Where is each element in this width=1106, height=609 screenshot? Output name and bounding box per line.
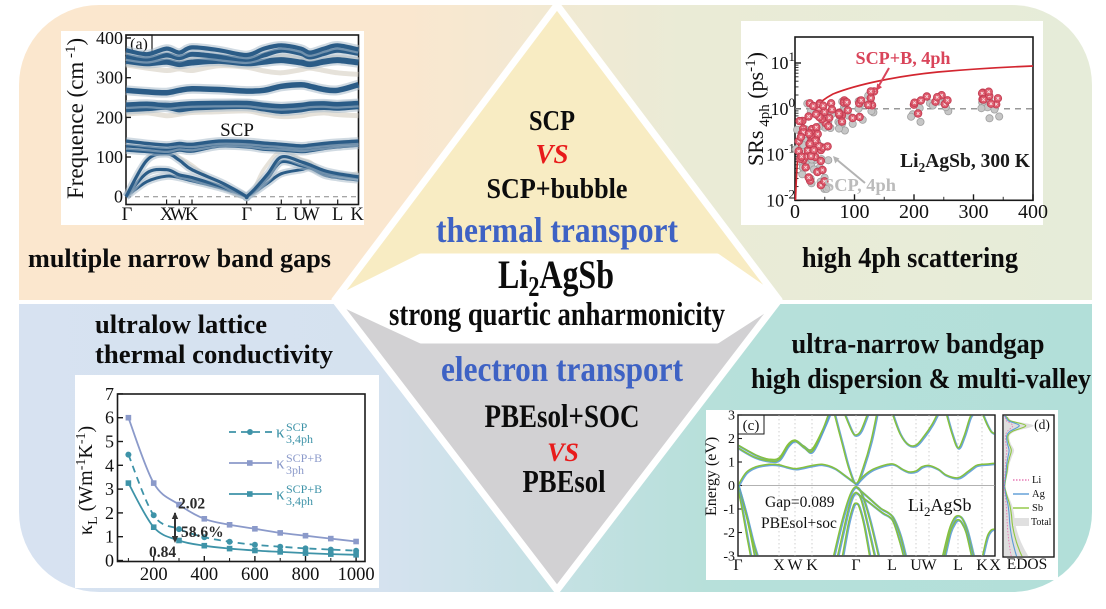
svg-text:800: 800: [292, 565, 320, 585]
svg-text:PBEsol+soc: PBEsol+soc: [761, 515, 837, 532]
svg-text:SCP: SCP: [529, 105, 575, 137]
svg-text:100: 100: [96, 147, 123, 167]
svg-text:400: 400: [1018, 201, 1048, 223]
svg-text:400: 400: [190, 565, 218, 585]
svg-text:Gap=0.089: Gap=0.089: [765, 494, 835, 511]
svg-text:0: 0: [114, 187, 123, 207]
svg-text:2.02: 2.02: [178, 496, 205, 513]
svg-text:L: L: [887, 557, 897, 574]
svg-text:Total: Total: [1031, 517, 1052, 528]
svg-text:high dispersion & multi-valley: high dispersion & multi-valley: [751, 363, 1091, 395]
svg-text:W: W: [921, 557, 937, 574]
svg-text:6: 6: [105, 408, 114, 428]
svg-text:7: 7: [105, 384, 114, 404]
svg-text:(d): (d): [1034, 417, 1050, 432]
svg-text:3: 3: [105, 479, 114, 499]
svg-text:Ag: Ag: [1032, 489, 1046, 500]
svg-text:W: W: [170, 205, 188, 225]
svg-text:VS: VS: [536, 139, 569, 169]
svg-text:Li2AgSb: Li2AgSb: [498, 252, 614, 303]
svg-text:PBEsol: PBEsol: [523, 463, 606, 499]
svg-text:SCP+bubble: SCP+bubble: [487, 173, 628, 205]
svg-text:5: 5: [105, 432, 114, 452]
svg-text:300: 300: [96, 68, 123, 88]
svg-text:Γ: Γ: [733, 557, 742, 574]
svg-text:Γ: Γ: [122, 205, 133, 225]
svg-text:1: 1: [728, 456, 735, 471]
svg-text:Γ: Γ: [241, 205, 252, 225]
svg-text:K: K: [185, 205, 199, 225]
svg-text:58.6%: 58.6%: [181, 524, 224, 541]
svg-text:3ph: 3ph: [286, 463, 304, 477]
svg-text:W: W: [302, 205, 320, 225]
svg-text:W: W: [787, 557, 803, 574]
svg-text:high 4ph scattering: high 4ph scattering: [802, 242, 1018, 274]
svg-text:VS: VS: [547, 438, 579, 467]
svg-text:K: K: [806, 557, 818, 574]
svg-text:L: L: [332, 205, 343, 225]
svg-text:κ: κ: [276, 423, 285, 442]
svg-text:X: X: [160, 205, 174, 225]
svg-text:3,4ph: 3,4ph: [286, 432, 313, 446]
svg-text:Li: Li: [1032, 475, 1041, 486]
svg-text:K: K: [350, 205, 364, 225]
svg-text:ultralow lattice: ultralow lattice: [95, 310, 267, 339]
svg-text:0.84: 0.84: [149, 544, 176, 561]
svg-text:X: X: [773, 557, 785, 574]
svg-text:strong quartic anharmonicity: strong quartic anharmonicity: [389, 297, 725, 333]
svg-text:PBEsol+SOC: PBEsol+SOC: [485, 399, 640, 435]
svg-text:Frequence (cm -1): Frequence (cm -1): [63, 38, 88, 199]
svg-text:SCP, 4ph: SCP, 4ph: [824, 175, 896, 195]
svg-text:U: U: [910, 557, 922, 574]
svg-text:SCP+B: SCP+B: [286, 482, 322, 496]
svg-text:1: 1: [105, 527, 114, 547]
svg-text:Γ: Γ: [851, 557, 860, 574]
svg-text:0: 0: [790, 201, 800, 223]
svg-text:400: 400: [96, 28, 123, 48]
svg-text:2: 2: [728, 432, 735, 447]
svg-text:300: 300: [959, 201, 989, 223]
svg-text:0: 0: [728, 479, 735, 494]
svg-text:(c): (c): [743, 418, 760, 434]
svg-text:L: L: [953, 557, 963, 574]
svg-text:SCP+B, 4ph: SCP+B, 4ph: [856, 48, 951, 68]
svg-text:4: 4: [105, 455, 114, 475]
svg-text:200: 200: [96, 107, 123, 127]
svg-text:1000: 1000: [338, 565, 375, 585]
svg-text:-3: -3: [723, 550, 735, 565]
svg-text:100: 100: [840, 201, 870, 223]
svg-text:200: 200: [899, 201, 929, 223]
svg-text:Sb: Sb: [1032, 503, 1043, 514]
svg-text:thermal conductivity: thermal conductivity: [95, 340, 333, 369]
svg-text:X: X: [989, 557, 1001, 574]
svg-text:L: L: [276, 205, 287, 225]
svg-text:Energy (eV): Energy (eV): [703, 437, 720, 516]
svg-text:thermal transport: thermal transport: [436, 210, 678, 250]
svg-text:κ: κ: [276, 485, 285, 504]
svg-text:electron transport: electron transport: [441, 349, 683, 389]
svg-text:K: K: [976, 557, 988, 574]
svg-text:κ: κ: [276, 454, 285, 473]
svg-text:3,4ph: 3,4ph: [286, 494, 313, 508]
svg-text:SCP: SCP: [220, 120, 254, 141]
svg-text:-1: -1: [723, 503, 735, 518]
svg-text:multiple narrow band gaps: multiple narrow band gaps: [28, 244, 331, 273]
svg-text:ultra-narrow bandgap: ultra-narrow bandgap: [792, 328, 1045, 360]
svg-text:3: 3: [728, 409, 735, 424]
svg-text:U: U: [293, 205, 306, 225]
svg-text:SCP: SCP: [286, 420, 308, 434]
svg-text:-2: -2: [723, 526, 735, 541]
svg-text:EDOS: EDOS: [1007, 556, 1047, 573]
svg-text:600: 600: [241, 565, 269, 585]
svg-text:0: 0: [105, 551, 114, 571]
svg-text:200: 200: [140, 565, 168, 585]
svg-text:2: 2: [105, 503, 114, 523]
svg-text:SCP+B: SCP+B: [286, 451, 322, 465]
